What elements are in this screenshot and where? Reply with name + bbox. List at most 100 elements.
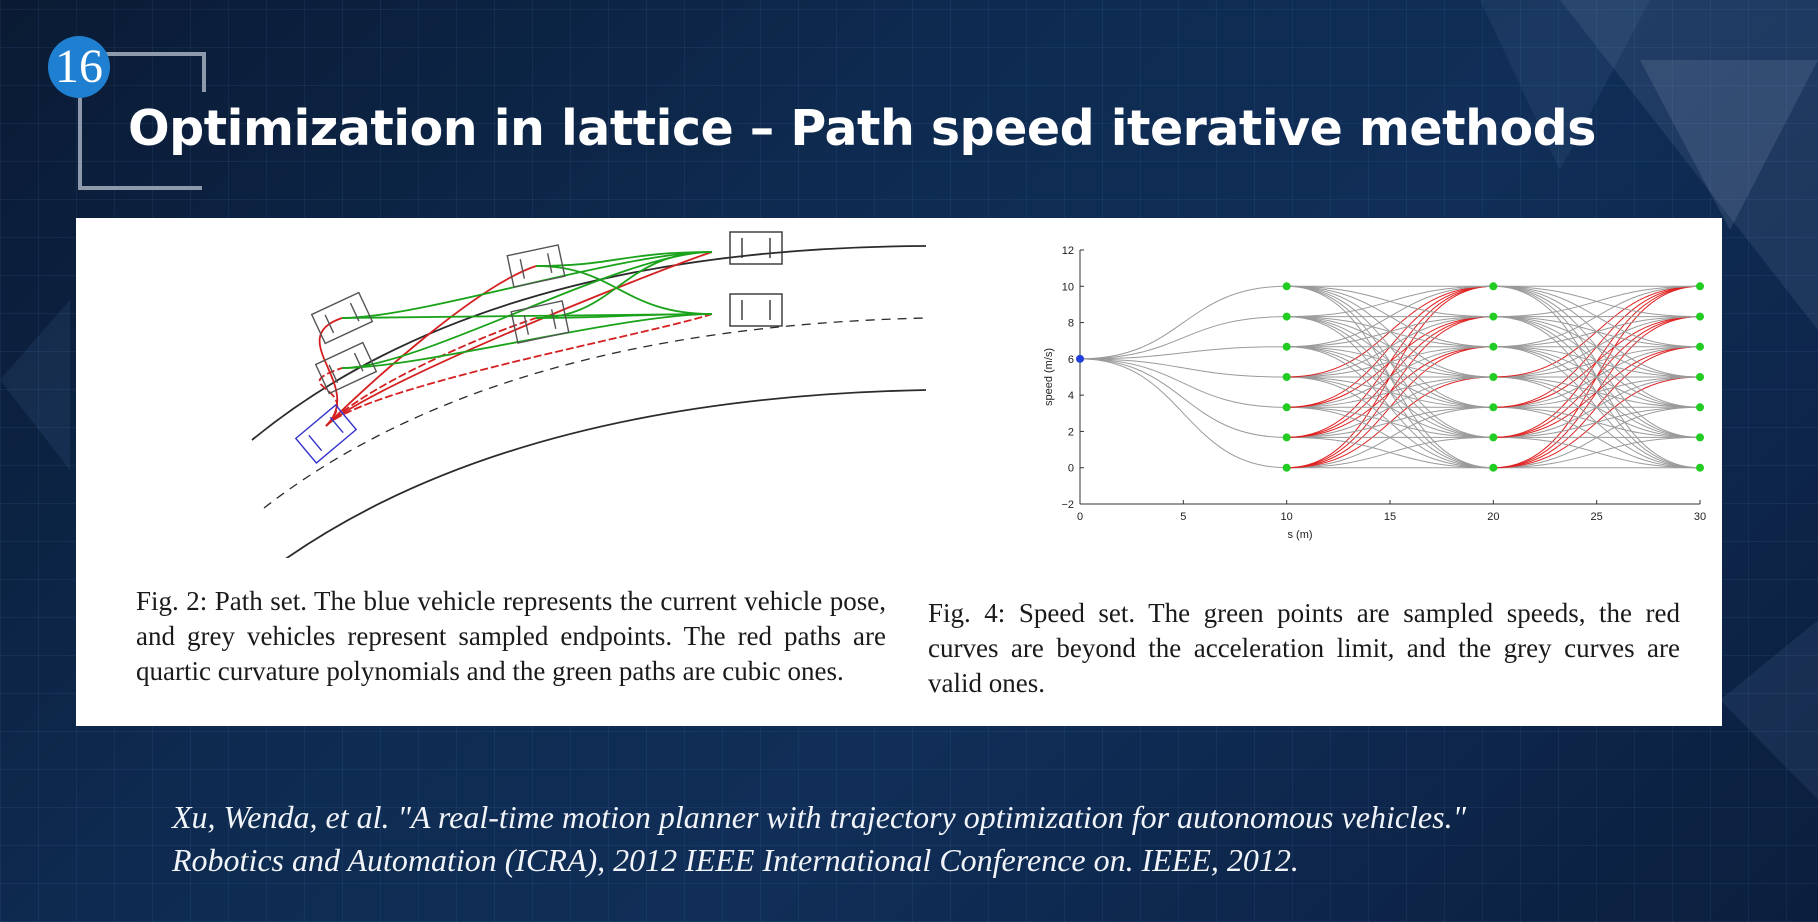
road-inner-edge: [285, 389, 927, 558]
sampled-speed-point: [1489, 312, 1498, 321]
valid-speed-curve: [1079, 358, 1287, 408]
current-vehicle: [294, 404, 358, 464]
sampled-speed-point: [1489, 433, 1498, 442]
quartic-path: [325, 313, 713, 427]
valid-speed-curve: [1286, 285, 1494, 378]
valid-speed-curve: [1493, 316, 1701, 469]
valid-speed-curve: [1079, 285, 1287, 360]
sampled-endpoint-vehicle: [310, 291, 374, 345]
valid-speed-curve: [1079, 316, 1287, 360]
valid-speed-curve: [1493, 285, 1701, 318]
vehicle-axle: [546, 253, 553, 274]
fig2-caption: Fig. 2: Path set. The blue vehicle repre…: [136, 586, 886, 686]
slide-title: Optimization in lattice – Path speed ite…: [128, 100, 1596, 157]
vehicle-body: [729, 293, 783, 327]
valid-speed-curve: [1286, 285, 1494, 318]
road-center-line: [263, 317, 927, 509]
x-axis-label: s (m): [1287, 529, 1312, 541]
vehicle-axle: [523, 314, 530, 335]
sampled-speed-point: [1282, 463, 1291, 472]
sampled-speed-point: [1696, 403, 1704, 412]
sampled-speed-point: [1696, 433, 1704, 442]
vehicle-axle: [349, 302, 360, 322]
valid-speed-curve: [1286, 285, 1494, 438]
start-speed-point: [1076, 354, 1084, 363]
valid-speed-curve: [1079, 358, 1287, 438]
valid-speed-curve: [1286, 285, 1494, 348]
y-tick-label: 0: [1068, 463, 1074, 475]
y-tick-label: 8: [1068, 318, 1074, 330]
y-tick-label: 6: [1068, 354, 1074, 366]
valid-speed-curve: [1286, 406, 1494, 469]
cubic-path: [535, 265, 713, 315]
road-boundaries: [251, 245, 927, 558]
valid-speed-curve: [1286, 376, 1494, 469]
quartic-path: [318, 317, 343, 427]
valid-speed-curve: [1493, 376, 1701, 469]
valid-speed-curve: [1286, 436, 1494, 469]
valid-speed-curve: [1079, 358, 1287, 469]
valid-speed-curve: [1493, 406, 1701, 469]
valid-speed-curve: [1286, 316, 1494, 469]
vehicle-axle: [308, 434, 323, 452]
valid-speed-curve: [1493, 436, 1701, 469]
slide-number-badge: 16: [48, 36, 110, 98]
quartic-path: [325, 251, 713, 427]
speed-curves: [1079, 285, 1701, 469]
vehicle-body: [729, 231, 783, 265]
sampled-endpoint-vehicle: [729, 293, 783, 327]
sampled-speed-point: [1489, 463, 1498, 472]
vehicles: [294, 231, 783, 464]
vehicle-body: [310, 291, 374, 345]
citation-line-2: Robotics and Automation (ICRA), 2012 IEE…: [172, 842, 1299, 878]
quartic-path: [325, 317, 537, 427]
valid-speed-curve: [1493, 285, 1701, 348]
title-frame-decoration: [78, 52, 206, 190]
sampled-endpoint-vehicle: [314, 341, 378, 395]
x-tick-label: 0: [1077, 511, 1083, 523]
citation-line-1: Xu, Wenda, et al. "A real-time motion pl…: [172, 799, 1467, 835]
vehicle-axle: [324, 314, 335, 334]
path-set-lines: [318, 251, 713, 427]
x-tick-label: 5: [1180, 511, 1186, 523]
valid-speed-curve: [1286, 346, 1494, 469]
sampled-speed-point: [1696, 312, 1704, 321]
x-tick-label: 20: [1487, 511, 1499, 523]
vehicle-body: [506, 244, 566, 288]
valid-speed-curve: [1493, 285, 1701, 438]
y-tick-label: 12: [1062, 245, 1074, 257]
sampled-speed-point: [1282, 433, 1291, 442]
vehicle-body: [294, 404, 358, 464]
sampled-speed-point: [1282, 312, 1291, 321]
x-tick-label: 30: [1694, 511, 1706, 523]
vehicle-axle: [329, 416, 344, 434]
path-set-figure: [251, 231, 927, 558]
vehicle-axle: [550, 309, 557, 330]
sampled-endpoint-vehicle: [729, 231, 783, 265]
y-axis-label: speed (m/s): [1043, 348, 1055, 406]
x-tick-label: 25: [1591, 511, 1603, 523]
quartic-path: [325, 265, 537, 427]
sampled-speed-point: [1282, 282, 1291, 291]
vehicle-axle: [519, 258, 526, 279]
vehicle-body: [510, 300, 570, 344]
sampled-speed-point: [1489, 282, 1498, 291]
sampled-speed-point: [1696, 342, 1704, 351]
figure-panel: Fig. 2: Path set. The blue vehicle repre…: [76, 218, 1722, 726]
vehicle-axle: [328, 364, 339, 384]
sampled-speed-point: [1489, 403, 1498, 412]
sampled-speed-point: [1489, 373, 1498, 381]
sampled-speed-point: [1696, 282, 1704, 291]
sampled-endpoint-vehicle: [510, 300, 570, 344]
reference-citation: Xu, Wenda, et al. "A real-time motion pl…: [172, 796, 1752, 882]
valid-speed-curve: [1493, 285, 1701, 408]
sampled-speed-point: [1282, 342, 1291, 351]
quartic-path: [318, 367, 343, 427]
cubic-path: [535, 313, 713, 319]
sampled-speed-point: [1282, 373, 1291, 381]
vehicle-body: [314, 341, 378, 395]
valid-speed-curve: [1493, 346, 1701, 469]
x-tick-label: 10: [1281, 511, 1293, 523]
vehicle-axle: [353, 352, 364, 372]
